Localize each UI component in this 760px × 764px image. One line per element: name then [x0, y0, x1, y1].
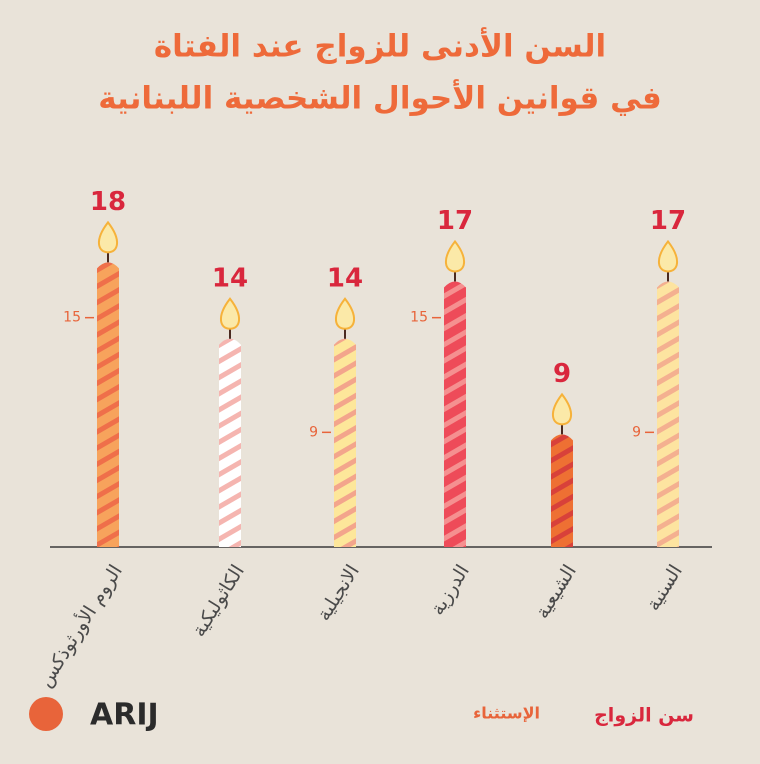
legend-entry: الإستثناء [473, 704, 540, 723]
legend-entry: سن الزواج [594, 705, 694, 727]
data-label: 18 [90, 187, 126, 217]
x-tick-label: الروم الأورثوذكس [33, 560, 127, 691]
flame [335, 297, 355, 330]
candle [219, 338, 241, 547]
data-label: 9 [553, 359, 571, 389]
exception-label: 15 [63, 310, 81, 326]
chart-subtitle: في قوانين الأحوال الشخصية اللبنانية [98, 79, 662, 117]
x-tick-label: الكاثوليكية [188, 561, 249, 641]
candle [97, 262, 119, 547]
candle [444, 281, 466, 547]
x-tick-label: الدرزية [426, 561, 474, 619]
exception-label: 9 [309, 424, 318, 440]
candle [657, 281, 679, 547]
data-label: 17 [650, 206, 686, 236]
flame [552, 392, 572, 426]
exception-label: 9 [632, 424, 641, 440]
logo-icon [29, 697, 63, 731]
x-tick-label: السنية [642, 561, 687, 615]
flame [658, 239, 678, 273]
flame [445, 239, 465, 273]
data-label: 14 [327, 263, 363, 293]
flame [98, 220, 118, 254]
logo: ARIJ [29, 697, 159, 733]
chart-title: السن الأدنى للزواج عند الفتاة [154, 27, 606, 65]
candle [551, 434, 573, 547]
data-label: 14 [212, 263, 248, 293]
x-tick-label: الانجيلية [313, 561, 364, 625]
x-tick-label: الشيعية [531, 561, 581, 623]
candle [334, 338, 356, 547]
data-label: 17 [437, 206, 473, 236]
flame [220, 297, 240, 330]
logo-text: ARIJ [90, 698, 159, 733]
exception-label: 15 [410, 310, 428, 326]
